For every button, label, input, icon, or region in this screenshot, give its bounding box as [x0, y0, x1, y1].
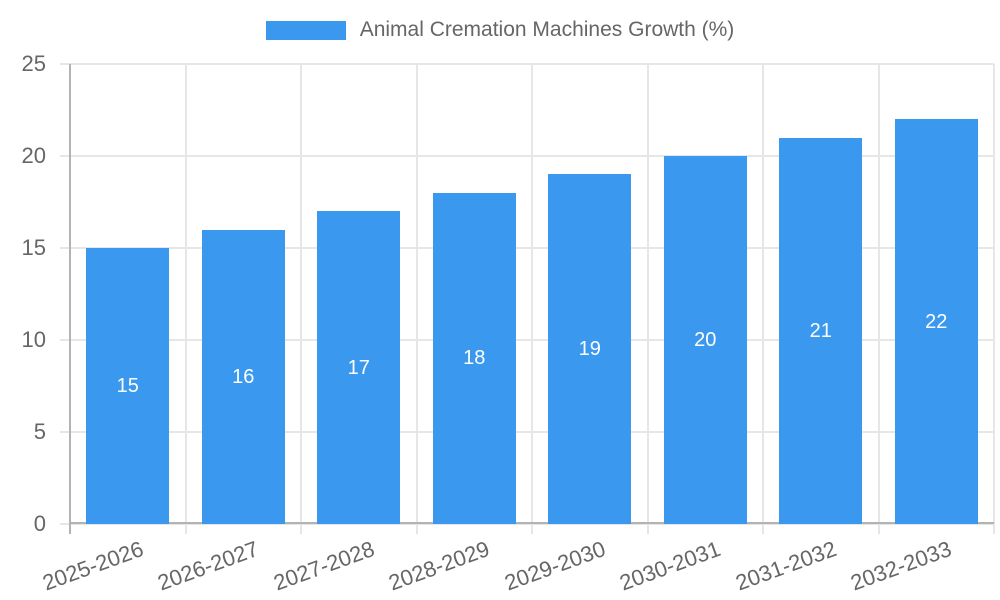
bar-value-label: 15: [116, 375, 139, 397]
y-tick-label-0: 0: [33, 511, 46, 536]
bar-value-label: 22: [925, 310, 948, 333]
gridline-y-15: [60, 247, 994, 249]
y-axis-line: [69, 64, 71, 534]
bar-value-label: 17: [347, 356, 370, 379]
gridline-x-7: [877, 64, 880, 534]
x-tick-label-2032-2033: 2032-2033: [847, 536, 955, 596]
gridline-x-5: [646, 64, 649, 534]
x-tick-label-2025-2026: 2025-2026: [38, 536, 147, 596]
bar-2027-2028[interactable]: 17: [317, 211, 401, 524]
y-tick-label-15: 15: [21, 235, 46, 260]
gridline-x-6: [762, 64, 764, 534]
y-tick-label-10: 10: [21, 327, 46, 352]
gridline-x-8: [993, 64, 995, 534]
gridline-y-20: [60, 155, 994, 157]
bar-2029-2030[interactable]: 19: [548, 174, 632, 524]
gridline-y-10: [60, 339, 994, 341]
x-tick-label-2027-2028: 2027-2028: [269, 536, 378, 596]
x-tick-label-2026-2027: 2026-2027: [154, 536, 262, 596]
bar-2025-2026[interactable]: 15: [86, 248, 170, 524]
bar-value-label: 19: [578, 338, 601, 361]
gridline-y-25: [60, 63, 994, 65]
gridline-x-4: [531, 64, 533, 534]
x-tick-label-2031-2032: 2031-2032: [731, 536, 840, 596]
x-tick-label-2030-2031: 2030-2031: [616, 536, 724, 596]
bar-value-label: 20: [694, 329, 717, 351]
y-tick-label-5: 5: [33, 419, 46, 444]
bar-2031-2032[interactable]: 21: [779, 137, 863, 524]
gridline-y-0: [60, 523, 994, 525]
x-tick-label-2028-2029: 2028-2029: [385, 536, 493, 596]
bar-2030-2031[interactable]: 20: [663, 156, 747, 524]
gridline-x-2: [300, 64, 302, 534]
bar-value-label: 21: [809, 319, 832, 342]
bar-2032-2033[interactable]: 22: [894, 119, 978, 524]
bar-2028-2029[interactable]: 18: [432, 192, 516, 524]
legend-swatch: [265, 20, 346, 40]
bar-value-label: 18: [463, 347, 486, 370]
gridline-x-3: [415, 64, 418, 534]
bar-2026-2027[interactable]: 16: [201, 229, 285, 524]
gridline-y-5: [60, 431, 994, 433]
legend[interactable]: Animal Cremation Machines Growth (%): [0, 17, 1000, 43]
y-tick-label-20: 20: [21, 143, 46, 168]
y-tick-label-25: 25: [21, 51, 46, 76]
gridline-x-1: [184, 64, 187, 534]
legend-label: Animal Cremation Machines Growth (%): [359, 18, 735, 41]
x-tick-label-2029-2030: 2029-2030: [500, 536, 609, 596]
bar-value-label: 16: [232, 365, 255, 388]
x-axis-line: [70, 522, 994, 524]
